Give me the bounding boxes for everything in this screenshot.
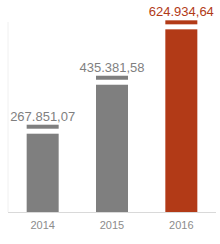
bar-cap <box>165 20 197 24</box>
y-axis-line <box>8 22 9 212</box>
chart: 267.851,07 2014 435.381,58 2015 624.934,64 20… <box>0 0 220 244</box>
data-label: 435.381,58 <box>79 60 144 75</box>
bar <box>27 134 59 212</box>
data-label: 267.851,07 <box>10 109 75 124</box>
bar-cap <box>27 125 59 129</box>
bar-cap <box>96 76 128 80</box>
bar <box>165 29 197 212</box>
x-tick-label: 2016 <box>169 219 193 231</box>
x-tick-label: 2014 <box>30 219 54 231</box>
data-label: 624.934,64 <box>149 4 214 19</box>
x-tick-label: 2015 <box>100 219 124 231</box>
x-axis-line <box>8 212 216 213</box>
bar <box>96 85 128 212</box>
